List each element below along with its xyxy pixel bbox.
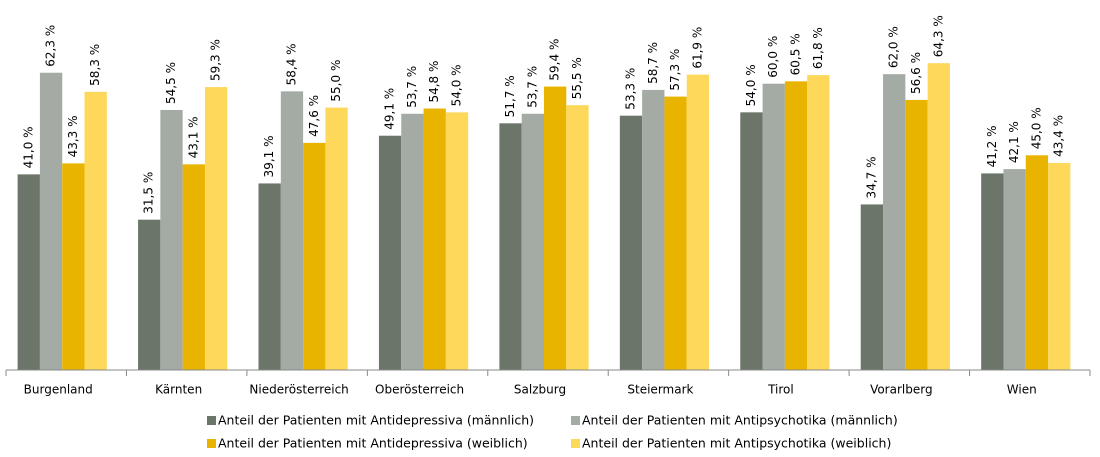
x-tick-label: Burgenland [24, 383, 93, 397]
value-label: 60,5 % [789, 33, 803, 75]
value-label: 54,0 % [450, 64, 464, 106]
x-tick-label: Salzburg [514, 383, 566, 397]
value-label: 53,7 % [525, 66, 539, 108]
bar [740, 112, 763, 370]
legend-swatch [571, 439, 580, 448]
value-label: 58,4 % [284, 43, 298, 85]
bar [544, 86, 567, 370]
value-label: 41,0 % [21, 126, 35, 168]
value-label: 34,7 % [864, 156, 878, 198]
legend-label: Anteil der Patienten mit Antipsychotika … [582, 436, 891, 451]
value-label: 59,4 % [548, 39, 562, 81]
legend-label: Anteil der Patienten mit Antidepressiva … [218, 436, 528, 451]
value-label: 45,0 % [1029, 107, 1043, 149]
bar [566, 105, 589, 370]
value-label: 47,6 % [307, 95, 321, 137]
bar [258, 183, 281, 370]
bar [84, 91, 107, 370]
value-label: 55,5 % [570, 57, 584, 99]
bar [204, 87, 228, 370]
bar [762, 83, 785, 370]
value-label: 61,9 % [690, 27, 704, 69]
value-label: 43,3 % [66, 115, 80, 157]
x-tick-label: Niederösterreich [249, 383, 348, 397]
bar [499, 123, 522, 371]
value-label: 62,0 % [887, 26, 901, 68]
bar [642, 89, 665, 370]
bar [664, 96, 687, 371]
value-label: 60,0 % [766, 36, 780, 78]
bar [981, 173, 1004, 370]
value-label: 39,1 % [262, 135, 276, 177]
bar [619, 115, 643, 370]
x-tick-label: Tirol [767, 383, 794, 397]
bar [160, 109, 183, 370]
bar [1003, 169, 1026, 370]
value-label: 58,3 % [88, 44, 102, 86]
bar [860, 204, 884, 370]
x-tick-label: Steiermark [627, 383, 693, 397]
value-label: 56,6 % [909, 52, 923, 94]
bar [445, 112, 469, 370]
value-label: 53,7 % [405, 66, 419, 108]
value-label: 54,8 % [427, 61, 441, 103]
bar [1048, 162, 1071, 370]
value-label: 31,5 % [142, 172, 156, 214]
bar [905, 99, 928, 371]
bar [182, 164, 205, 370]
value-label: 51,7 % [503, 75, 517, 117]
bar [807, 75, 830, 370]
value-label: 57,3 % [668, 49, 682, 91]
bar [521, 113, 544, 370]
bar [423, 108, 446, 371]
value-label: 42,1 % [1007, 121, 1021, 163]
value-label: 53,3 % [623, 68, 637, 110]
value-label: 43,1 % [186, 116, 200, 158]
bar [1025, 155, 1049, 370]
bar [62, 163, 85, 370]
value-label: 54,5 % [164, 62, 178, 104]
value-label: 54,0 % [744, 64, 758, 106]
bar [883, 74, 906, 371]
value-label: 49,1 % [383, 88, 397, 130]
value-label: 62,3 % [44, 25, 58, 67]
value-label: 43,4 % [1052, 115, 1066, 157]
value-label: 41,2 % [985, 125, 999, 167]
x-tick-label: Kärnten [155, 383, 202, 397]
bar [784, 81, 808, 370]
bar [280, 91, 304, 370]
bar [17, 174, 40, 370]
bar [39, 72, 63, 371]
x-tick-label: Vorarlberg [870, 383, 933, 397]
bar [303, 142, 326, 370]
bar [378, 135, 402, 370]
value-label: 59,3 % [209, 39, 223, 81]
legend-label: Anteil der Patienten mit Antipsychotika … [582, 413, 898, 428]
legend-swatch [571, 416, 580, 425]
bar [686, 74, 710, 371]
x-tick-label: Oberösterreich [375, 383, 464, 397]
bar [927, 63, 950, 370]
bar [138, 219, 161, 370]
bar [325, 107, 348, 371]
x-tick-label: Wien [1007, 383, 1037, 397]
bar [401, 113, 424, 370]
value-label: 61,8 % [811, 27, 825, 69]
value-label: 55,0 % [329, 60, 343, 102]
value-label: 64,3 % [931, 15, 945, 57]
legend-swatch [207, 416, 216, 425]
legend-label: Anteil der Patienten mit Antidepressiva … [218, 413, 534, 428]
value-label: 58,7 % [646, 42, 660, 84]
legend-swatch [207, 439, 216, 448]
